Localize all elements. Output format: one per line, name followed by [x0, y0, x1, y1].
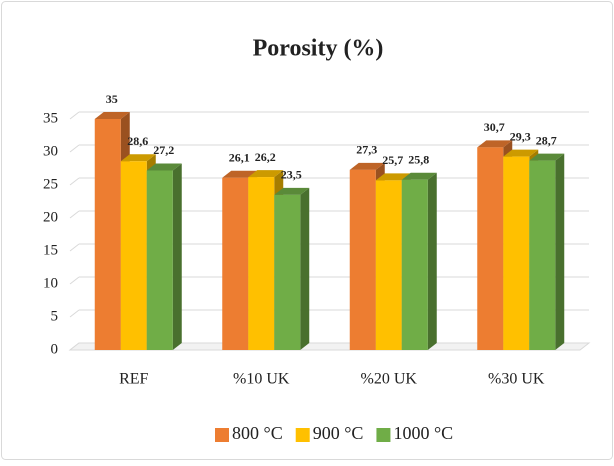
- bar-top: [120, 154, 156, 162]
- bar: [477, 147, 504, 350]
- grid-line: [69, 144, 80, 153]
- bar: [146, 170, 173, 350]
- bar-side: [300, 187, 310, 350]
- grid-line: [69, 276, 80, 285]
- bar-top: [248, 170, 284, 178]
- bar: [94, 119, 121, 350]
- bar: [375, 180, 402, 350]
- legend-swatch: [215, 428, 229, 442]
- bar: [222, 177, 249, 350]
- bar-top: [529, 153, 565, 161]
- data-label: 35: [106, 92, 118, 106]
- bar: [274, 194, 301, 350]
- y-tick-label: 25: [43, 176, 58, 192]
- bar-top: [401, 172, 437, 180]
- data-label: 28,6: [127, 134, 148, 148]
- grid-line: [69, 111, 80, 120]
- bar: [248, 177, 275, 350]
- bar-top: [477, 140, 513, 148]
- data-label: 28,7: [536, 133, 557, 147]
- data-label: 25,8: [408, 152, 429, 166]
- x-tick-label: %10 UK: [233, 371, 290, 388]
- bar-side: [427, 172, 437, 350]
- bar: [503, 156, 530, 350]
- legend-label: 1000 °C: [393, 423, 453, 443]
- bar-top: [94, 112, 130, 119]
- y-tick-label: 30: [43, 143, 58, 159]
- grid-line: [69, 177, 80, 186]
- bar-top: [222, 170, 258, 178]
- legend-swatch: [295, 428, 310, 442]
- data-label: 26,1: [229, 150, 250, 164]
- bar: [120, 161, 147, 350]
- data-label: 25,7: [382, 153, 403, 167]
- data-label: 30,7: [484, 120, 505, 134]
- grid-line: [69, 243, 80, 252]
- data-label: 27,3: [356, 143, 377, 157]
- bar: [529, 160, 556, 350]
- data-label: 23,5: [281, 168, 302, 182]
- grid-line: [69, 210, 80, 219]
- data-label: 27,2: [153, 143, 174, 157]
- legend-label: 800 °C: [232, 423, 283, 443]
- bar-side: [172, 163, 182, 350]
- bar-top: [274, 187, 310, 195]
- bar: [401, 179, 428, 350]
- y-tick-label: 20: [43, 209, 58, 225]
- data-label: 26,2: [255, 150, 276, 164]
- bar-side: [555, 153, 565, 350]
- chart-title: Porosity (%): [253, 36, 384, 62]
- bar-top: [146, 163, 182, 171]
- bar-top: [503, 149, 539, 157]
- grid-line: [69, 309, 80, 318]
- x-tick-label: %20 UK: [361, 371, 418, 388]
- y-tick-label: 10: [43, 275, 58, 291]
- bar-top: [349, 162, 385, 170]
- data-label: 29,3: [510, 129, 531, 143]
- legend-label: 900 °C: [313, 423, 364, 443]
- legend-swatch: [376, 428, 391, 442]
- bar-top: [375, 173, 411, 181]
- x-tick-label: %30 UK: [488, 371, 545, 388]
- y-tick-label: 5: [51, 308, 59, 324]
- y-tick-label: 0: [51, 341, 59, 357]
- y-tick-label: 35: [43, 110, 58, 126]
- y-tick-label: 15: [43, 242, 58, 258]
- bar: [349, 169, 376, 350]
- x-tick-label: REF: [119, 371, 148, 388]
